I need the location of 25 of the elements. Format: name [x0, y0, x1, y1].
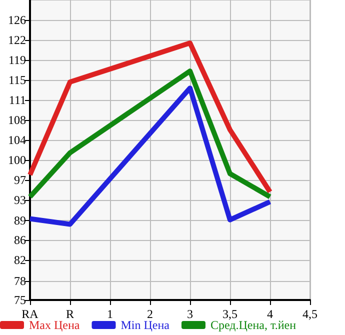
y-tick-label: 104: [8, 133, 26, 148]
y-tick-label: 82: [14, 252, 26, 267]
x-tick-label: R: [66, 307, 74, 321]
y-tick-label: 93: [14, 193, 26, 208]
y-tick-label: 89: [14, 213, 26, 228]
y-tick-label: 122: [8, 32, 26, 47]
x-tick-label: 1: [107, 307, 113, 321]
legend-label: Max Цена: [29, 318, 80, 332]
y-tick-label: 78: [14, 274, 26, 288]
y-tick-label: 75: [14, 293, 26, 307]
y-tick-label: 115: [8, 72, 26, 87]
y-tick-label: 111: [8, 92, 26, 107]
y-tick-label: 126: [8, 12, 26, 27]
y-tick-label: 97: [14, 172, 26, 187]
x-tick-label: 3: [187, 307, 193, 321]
x-tick-label: 2: [147, 307, 153, 321]
y-tick-label: 86: [14, 232, 26, 247]
x-tick-label: 4,5: [302, 307, 318, 321]
legend-label: Min Цена: [120, 318, 170, 332]
y-tick-label: 100: [8, 152, 26, 167]
y-tick-label: 108: [8, 112, 26, 127]
y-tick-label: 119: [8, 53, 26, 68]
x-tick-label: 3,5: [222, 307, 238, 321]
x-tick-label: RA: [22, 307, 39, 321]
x-tick-label: 4: [267, 307, 273, 321]
